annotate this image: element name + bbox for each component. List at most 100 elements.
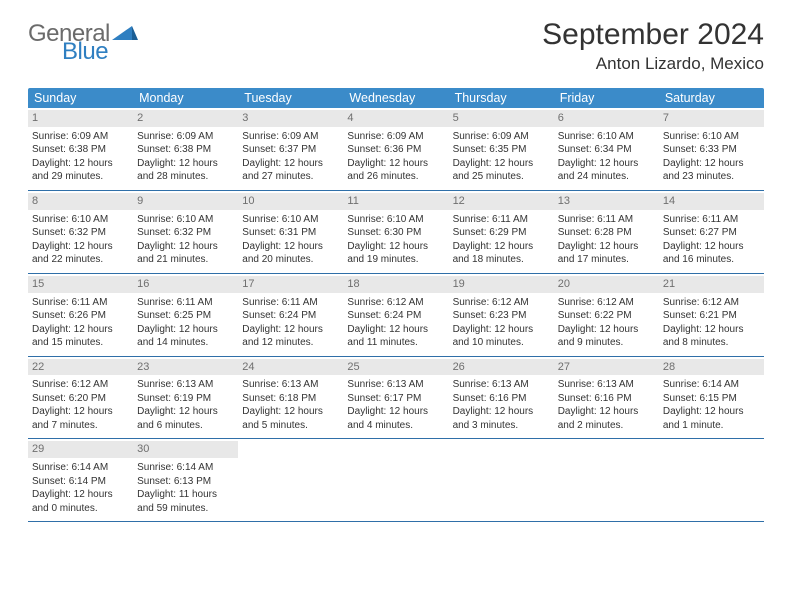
sunset-text: Sunset: 6:38 PM (32, 143, 129, 157)
daylight-text: and 28 minutes. (137, 170, 234, 184)
sunrise-text: Sunrise: 6:11 AM (137, 296, 234, 310)
day-content: Sunrise: 6:11 AMSunset: 6:29 PMDaylight:… (453, 213, 550, 267)
daylight-text: and 4 minutes. (347, 419, 444, 433)
dow-friday: Friday (554, 88, 659, 108)
sunrise-text: Sunrise: 6:09 AM (137, 130, 234, 144)
day-number-row: 3 (238, 110, 343, 127)
day-number-row: 8 (28, 193, 133, 210)
calendar-day: 2Sunrise: 6:09 AMSunset: 6:38 PMDaylight… (133, 108, 238, 190)
sunrise-text: Sunrise: 6:10 AM (242, 213, 339, 227)
dow-wednesday: Wednesday (343, 88, 448, 108)
calendar-day: 14Sunrise: 6:11 AMSunset: 6:27 PMDayligh… (659, 191, 764, 273)
day-content: Sunrise: 6:12 AMSunset: 6:23 PMDaylight:… (453, 296, 550, 350)
sunrise-text: Sunrise: 6:13 AM (242, 378, 339, 392)
calendar-day: 23Sunrise: 6:13 AMSunset: 6:19 PMDayligh… (133, 357, 238, 439)
calendar-day: 16Sunrise: 6:11 AMSunset: 6:25 PMDayligh… (133, 274, 238, 356)
daylight-text: and 19 minutes. (347, 253, 444, 267)
day-number-row: 21 (659, 276, 764, 293)
calendar-day: 11Sunrise: 6:10 AMSunset: 6:30 PMDayligh… (343, 191, 448, 273)
day-number: 1 (32, 112, 38, 124)
calendar-day: 22Sunrise: 6:12 AMSunset: 6:20 PMDayligh… (28, 357, 133, 439)
day-content: Sunrise: 6:13 AMSunset: 6:18 PMDaylight:… (242, 378, 339, 432)
daylight-text: Daylight: 12 hours (242, 240, 339, 254)
day-number-row: 4 (343, 110, 448, 127)
sunset-text: Sunset: 6:18 PM (242, 392, 339, 406)
daylight-text: Daylight: 12 hours (558, 405, 655, 419)
day-content: Sunrise: 6:11 AMSunset: 6:25 PMDaylight:… (137, 296, 234, 350)
day-content: Sunrise: 6:11 AMSunset: 6:28 PMDaylight:… (558, 213, 655, 267)
daylight-text: and 26 minutes. (347, 170, 444, 184)
sunset-text: Sunset: 6:34 PM (558, 143, 655, 157)
sunset-text: Sunset: 6:33 PM (663, 143, 760, 157)
sunset-text: Sunset: 6:35 PM (453, 143, 550, 157)
calendar-week: 22 Sunrise: 6:12 AMSunset: 6:20 PM Dayligh… (28, 357, 764, 440)
sunset-text: Sunset: 6:30 PM (347, 226, 444, 240)
sunset-text: Sunset: 6:38 PM (137, 143, 234, 157)
day-number-row: 2 (133, 110, 238, 127)
day-number: 7 (663, 112, 669, 124)
sunset-text: Sunset: 6:26 PM (32, 309, 129, 323)
dow-sunday: Sunday (28, 88, 133, 108)
logo-text-blue: Blue (62, 40, 108, 64)
daylight-text: and 18 minutes. (453, 253, 550, 267)
sunrise-text: Sunrise: 6:09 AM (347, 130, 444, 144)
daylight-text: and 7 minutes. (32, 419, 129, 433)
sunset-text: Sunset: 6:37 PM (242, 143, 339, 157)
daylight-text: and 16 minutes. (663, 253, 760, 267)
day-number: 20 (558, 278, 570, 290)
day-content: Sunrise: 6:14 AMSunset: 6:14 PMDaylight:… (32, 461, 129, 515)
sunset-text: Sunset: 6:25 PM (137, 309, 234, 323)
daylight-text: and 25 minutes. (453, 170, 550, 184)
daylight-text: and 8 minutes. (663, 336, 760, 350)
day-content: Sunrise: 6:14 AMSunset: 6:15 PMDaylight:… (663, 378, 760, 432)
sunrise-text: Sunrise: 6:11 AM (663, 213, 760, 227)
calendar-day: 17Sunrise: 6:11 AMSunset: 6:24 PMDayligh… (238, 274, 343, 356)
sunrise-text: Sunrise: 6:12 AM (32, 378, 129, 392)
daylight-text: and 21 minutes. (137, 253, 234, 267)
daylight-text: Daylight: 12 hours (453, 240, 550, 254)
sunrise-text: Sunrise: 6:12 AM (558, 296, 655, 310)
calendar-day (238, 439, 343, 521)
calendar-day: 4 Sunrise: 6:09 AMSunset: 6:36 PMDaylight… (343, 108, 448, 190)
sunrise-text: Sunrise: 6:13 AM (558, 378, 655, 392)
sunset-text: Sunset: 6:21 PM (663, 309, 760, 323)
sunset-text: Sunset: 6:36 PM (347, 143, 444, 157)
calendar-day: 29Sunrise: 6:14 AMSunset: 6:14 PMDayligh… (28, 439, 133, 521)
day-number-row: 25 (343, 359, 448, 376)
sunset-text: Sunset: 6:17 PM (347, 392, 444, 406)
day-content: Sunrise: 6:10 AMSunset: 6:32 PMDaylight:… (137, 213, 234, 267)
daylight-text: Daylight: 12 hours (137, 323, 234, 337)
daylight-text: Daylight: 12 hours (347, 157, 444, 171)
calendar-body: 1Sunrise: 6:09 AMSunset: 6:38 PMDaylight… (28, 108, 764, 522)
logo-triangle-icon (112, 23, 138, 45)
day-number: 11 (347, 195, 358, 207)
daylight-text: Daylight: 12 hours (32, 488, 129, 502)
calendar: Sunday Monday Tuesday Wednesday Thursday… (28, 88, 764, 522)
sunrise-text: Sunrise: 6:14 AM (137, 461, 234, 475)
day-number: 18 (347, 278, 359, 290)
daylight-text: Daylight: 12 hours (663, 240, 760, 254)
day-number: 3 (242, 112, 248, 124)
sunrise-text: Sunrise: 6:10 AM (347, 213, 444, 227)
dow-thursday: Thursday (449, 88, 554, 108)
daylight-text: and 23 minutes. (663, 170, 760, 184)
day-number: 22 (32, 361, 44, 373)
daylight-text: Daylight: 12 hours (558, 323, 655, 337)
day-number-row: 28 (659, 359, 764, 376)
day-number: 5 (453, 112, 459, 124)
calendar-day: 8Sunrise: 6:10 AMSunset: 6:32 PMDaylight… (28, 191, 133, 273)
calendar-day: 15Sunrise: 6:11 AMSunset: 6:26 PMDayligh… (28, 274, 133, 356)
sunrise-text: Sunrise: 6:12 AM (347, 296, 444, 310)
day-number: 12 (453, 195, 465, 207)
day-number: 9 (137, 195, 143, 207)
sunset-text: Sunset: 6:32 PM (137, 226, 234, 240)
header: General Blue September 2024 Anton Lizard… (28, 18, 764, 74)
calendar-day: 27Sunrise: 6:13 AMSunset: 6:16 PMDayligh… (554, 357, 659, 439)
day-content: Sunrise: 6:09 AMSunset: 6:36 PMDaylight:… (347, 130, 444, 184)
calendar-header-row: Sunday Monday Tuesday Wednesday Thursday… (28, 88, 764, 108)
daylight-text: and 22 minutes. (32, 253, 129, 267)
daylight-text: Daylight: 12 hours (242, 405, 339, 419)
sunset-text: Sunset: 6:20 PM (32, 392, 129, 406)
sunrise-text: Sunrise: 6:09 AM (242, 130, 339, 144)
day-content: Sunrise: 6:09 AMSunset: 6:38 PMDaylight:… (32, 130, 129, 184)
